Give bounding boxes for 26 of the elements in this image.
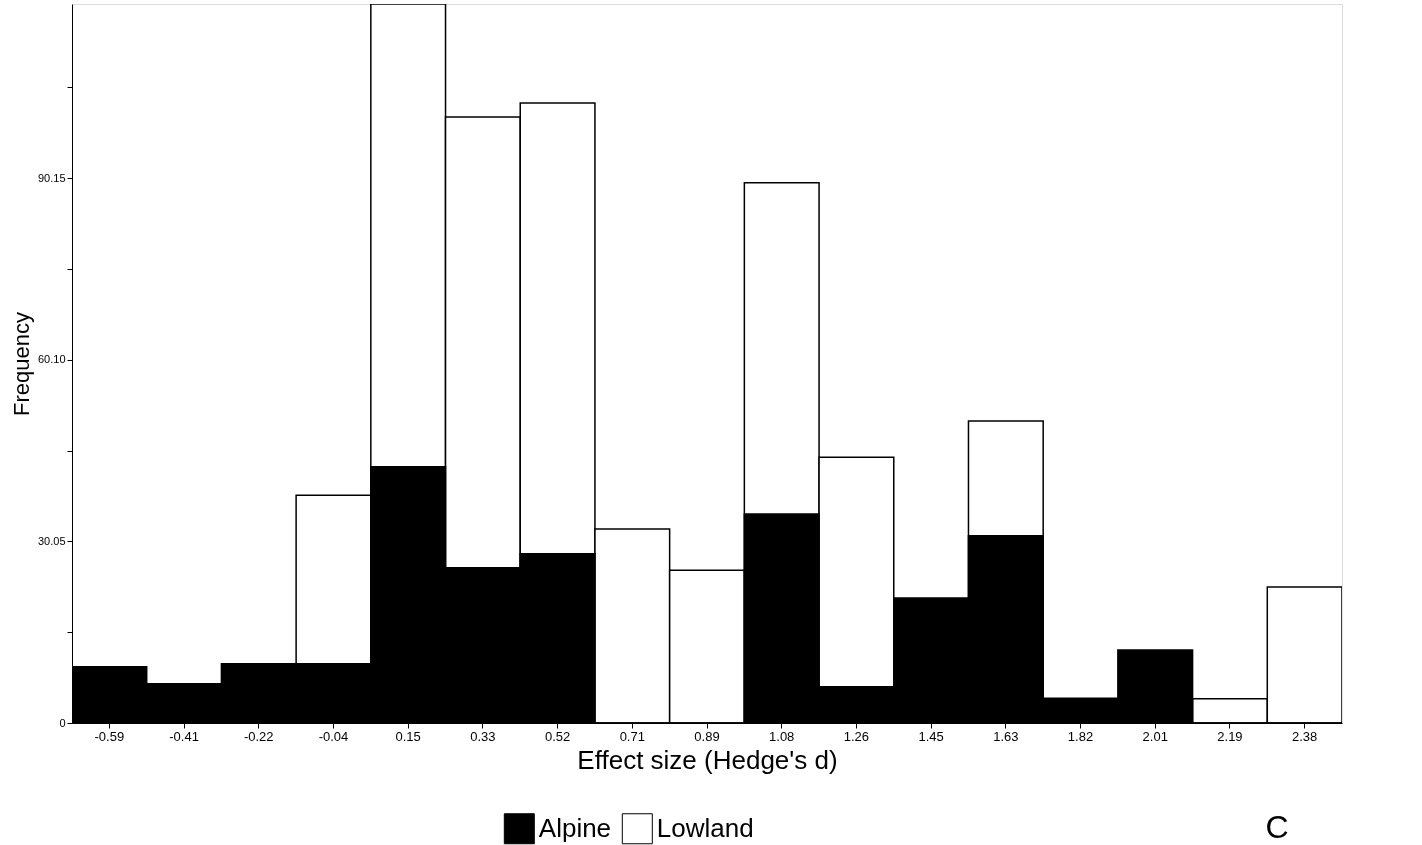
x-tick-label: -0.59 xyxy=(94,728,125,744)
x-tick-label: 1.63 xyxy=(993,728,1019,744)
x-tick-label: 0.15 xyxy=(395,728,421,744)
legend-label: Lowland xyxy=(656,812,754,843)
x-tick-label: -0.22 xyxy=(243,728,274,744)
x-tick-label: 2.19 xyxy=(1217,728,1243,744)
x-tick-label: 1.26 xyxy=(843,728,870,744)
x-tick-label: 2.01 xyxy=(1142,728,1168,744)
x-axis-title: Effect size (Hedge's d) xyxy=(577,744,838,775)
legend-label: Alpine xyxy=(538,812,612,843)
x-tick-label: 2.38 xyxy=(1291,728,1318,744)
text: C xyxy=(1265,809,1289,845)
y-axis-title: Frequency xyxy=(8,312,34,416)
y-tick-label: 90.15 xyxy=(37,171,66,184)
x-tick-label: 0.71 xyxy=(619,728,645,744)
y-tick-label: 30.05 xyxy=(37,534,66,547)
x-tick-label: 1.08 xyxy=(769,728,795,744)
y-tick-label: 0 xyxy=(59,716,66,729)
x-tick-label: 0.89 xyxy=(694,728,720,744)
y-tick-label: 60.10 xyxy=(37,353,66,366)
x-tick-label: 0.33 xyxy=(470,728,496,744)
x-tick-label: 1.82 xyxy=(1067,728,1094,744)
x-tick-label: 0.52 xyxy=(544,728,571,744)
x-tick-label: 1.45 xyxy=(918,728,944,744)
x-tick-label: -0.04 xyxy=(318,728,349,744)
x-tick-label: -0.41 xyxy=(169,728,199,744)
